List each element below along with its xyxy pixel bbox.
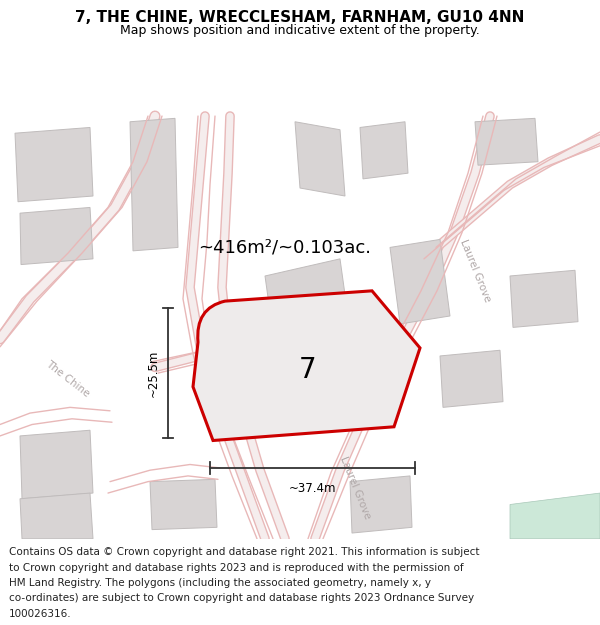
Polygon shape [130, 118, 178, 251]
Polygon shape [295, 122, 345, 196]
Text: The Chine: The Chine [44, 359, 92, 399]
Text: ~25.5m: ~25.5m [147, 349, 160, 397]
Text: co-ordinates) are subject to Crown copyright and database rights 2023 Ordnance S: co-ordinates) are subject to Crown copyr… [9, 593, 474, 603]
Text: 7, THE CHINE, WRECCLESHAM, FARNHAM, GU10 4NN: 7, THE CHINE, WRECCLESHAM, FARNHAM, GU10… [76, 11, 524, 26]
Polygon shape [15, 127, 93, 202]
Text: Contains OS data © Crown copyright and database right 2021. This information is : Contains OS data © Crown copyright and d… [9, 548, 479, 558]
Text: 7: 7 [299, 356, 317, 384]
Text: ~37.4m: ~37.4m [289, 482, 336, 494]
Text: to Crown copyright and database rights 2023 and is reproduced with the permissio: to Crown copyright and database rights 2… [9, 562, 464, 572]
Text: 100026316.: 100026316. [9, 609, 71, 619]
Text: Map shows position and indicative extent of the property.: Map shows position and indicative extent… [120, 24, 480, 37]
Polygon shape [390, 239, 450, 324]
Polygon shape [510, 493, 600, 539]
Polygon shape [20, 430, 93, 499]
Polygon shape [350, 476, 412, 533]
PathPatch shape [193, 291, 420, 441]
Polygon shape [20, 493, 93, 539]
Polygon shape [150, 479, 217, 529]
Text: HM Land Registry. The polygons (including the associated geometry, namely x, y: HM Land Registry. The polygons (includin… [9, 578, 431, 588]
Text: Laurel Grove: Laurel Grove [338, 454, 372, 520]
Polygon shape [475, 118, 538, 165]
Text: Laurel Grove: Laurel Grove [458, 238, 492, 303]
Polygon shape [440, 350, 503, 408]
Polygon shape [360, 122, 408, 179]
Text: ~416m²/~0.103ac.: ~416m²/~0.103ac. [199, 238, 371, 256]
Polygon shape [20, 208, 93, 264]
Polygon shape [265, 259, 360, 419]
Polygon shape [510, 270, 578, 328]
